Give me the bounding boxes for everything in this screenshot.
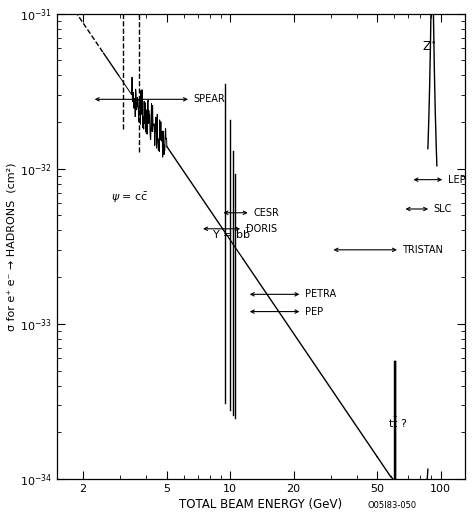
Text: PEP: PEP bbox=[305, 307, 323, 316]
Text: SPEAR: SPEAR bbox=[193, 94, 225, 104]
Text: LEP: LEP bbox=[448, 175, 465, 184]
Text: O05I83-050: O05I83-050 bbox=[368, 501, 417, 510]
Text: PETRA: PETRA bbox=[305, 290, 336, 299]
X-axis label: TOTAL BEAM ENERGY (GeV): TOTAL BEAM ENERGY (GeV) bbox=[179, 498, 342, 511]
Text: TRISTAN: TRISTAN bbox=[402, 245, 443, 255]
Text: Z$^{\circ}$: Z$^{\circ}$ bbox=[422, 41, 437, 54]
Text: CESR: CESR bbox=[253, 208, 279, 218]
Text: SLC: SLC bbox=[434, 204, 452, 214]
Text: $\Upsilon$ = b$\bar{\rm b}$: $\Upsilon$ = b$\bar{\rm b}$ bbox=[212, 227, 251, 241]
Y-axis label: σ for e⁺ e⁻ → HADRONS  (cm²): σ for e⁺ e⁻ → HADRONS (cm²) bbox=[7, 162, 17, 330]
Text: t$\bar{\rm t}$ ?: t$\bar{\rm t}$ ? bbox=[388, 416, 407, 430]
Text: $\psi$ = c$\bar{\rm c}$: $\psi$ = c$\bar{\rm c}$ bbox=[110, 191, 148, 205]
Text: DORIS: DORIS bbox=[246, 224, 277, 234]
